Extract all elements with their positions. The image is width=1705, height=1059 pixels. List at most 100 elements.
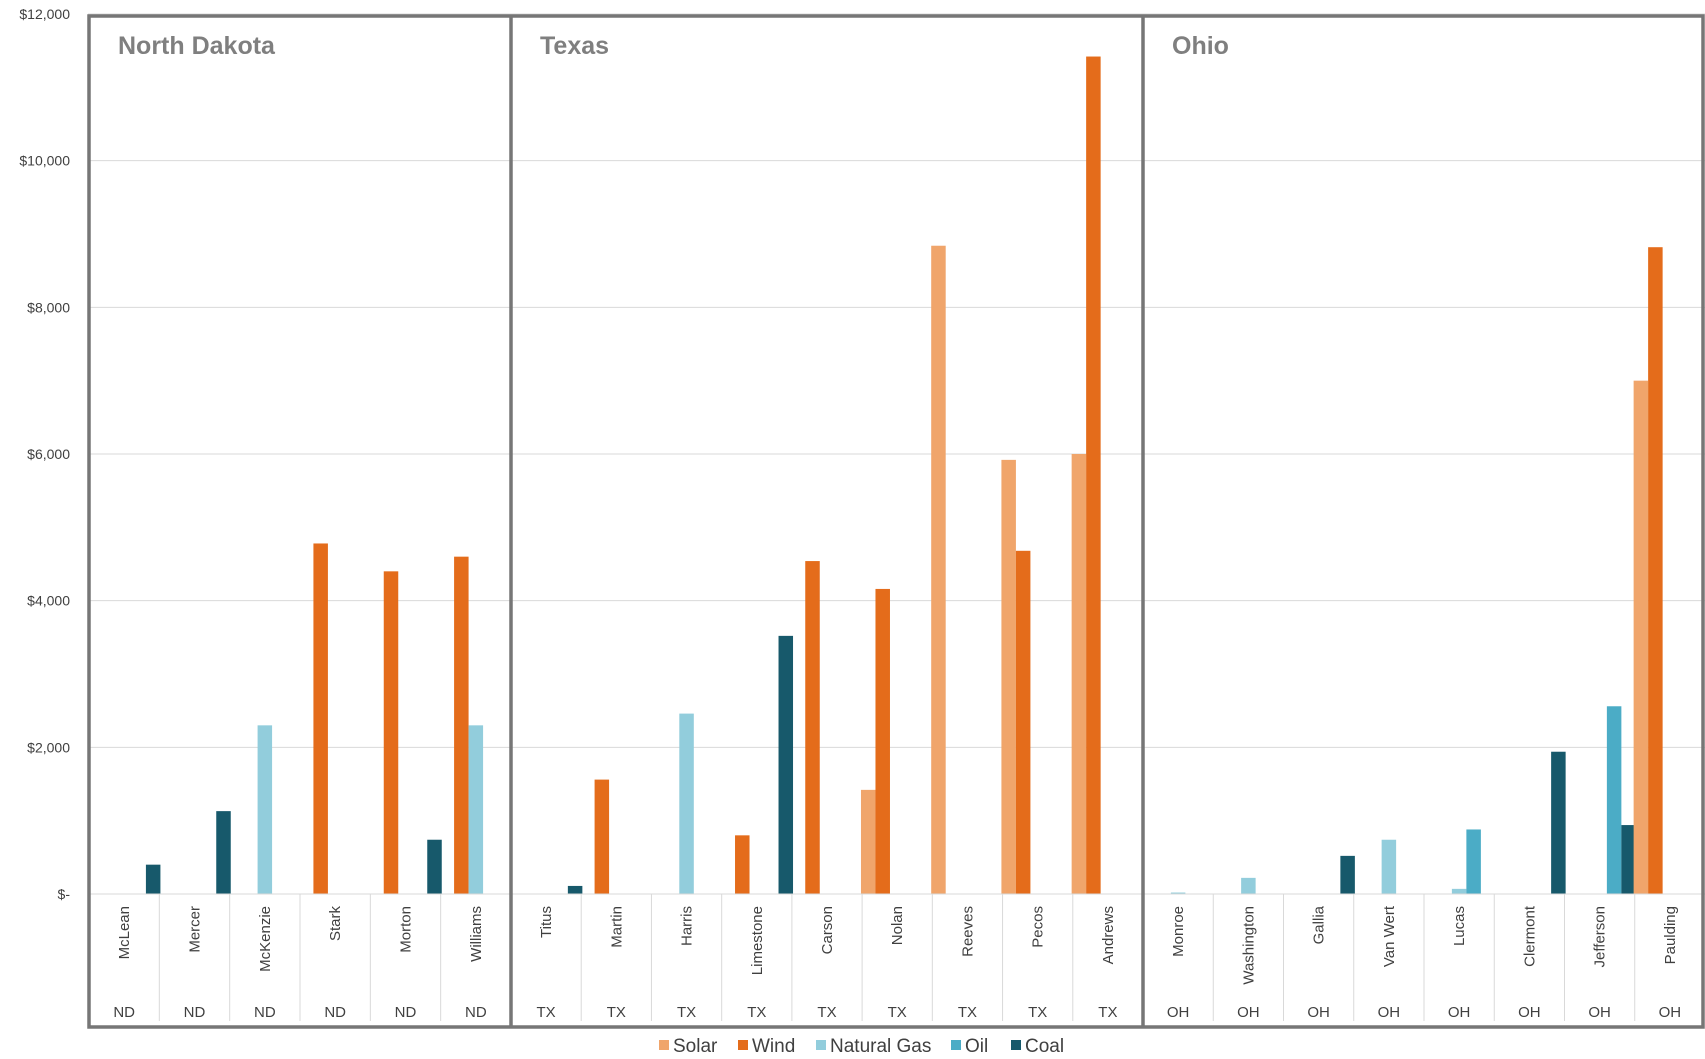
state-abbr-label: ND [254,1004,276,1021]
legend-item-natural-gas: Natural Gas [816,1036,931,1057]
panel-title: Texas [540,32,609,60]
county-group: Paulding OH [1633,247,1682,1021]
bar-natural-gas [468,725,484,894]
bar-solar [1071,454,1087,894]
bar-coal [145,864,161,894]
county-group: Morton ND [383,571,442,1021]
county-group: Monroe OH [1167,892,1190,1021]
county-label: Stark [327,906,344,942]
county-group: Stark ND [313,543,346,1021]
legend-label: Coal [1025,1036,1064,1057]
county-label: Nolan [889,906,906,945]
county-group: Nolan TX [860,588,907,1021]
county-label: Monroe [1170,906,1187,957]
county-label: Washington [1240,906,1257,985]
bar-wind [313,543,328,894]
county-group: Pecos TX [1001,459,1047,1021]
county-group: Reeves TX [931,245,977,1021]
county-group: Harris TX [677,713,696,1021]
bar-natural-gas [1170,892,1186,894]
y-tick-label: $4,000 [27,593,70,609]
bar-wind [454,556,469,894]
bar-wind [735,835,750,894]
legend-label: Wind [752,1036,795,1057]
state-abbr-label: TX [817,1004,836,1021]
bar-wind [383,571,399,894]
legend-item-oil: Oil [951,1036,988,1057]
county-label: Van Wert [1381,905,1398,967]
state-abbr-label: TX [1028,1004,1047,1021]
county-label: Harris [679,906,696,946]
county-group: Carson TX [805,561,837,1021]
county-label: Titus [538,906,555,938]
county-group: Andrews TX [1071,56,1117,1021]
county-label: Mercer [187,906,204,953]
county-group: Gallia OH [1307,855,1355,1021]
y-tick-label: $- [58,886,71,902]
county-group: McLean ND [113,864,161,1021]
county-label: McKenzie [257,906,274,972]
panels: McLean ND Mercer ND McKenzie ND Stark ND Morton N… [87,14,1705,1029]
state-abbr-label: OH [1448,1004,1471,1021]
bar-natural-gas [1451,888,1467,894]
gridlines [88,13,1705,748]
county-label: Williams [468,906,485,962]
county-group: Limestone TX [735,635,794,1021]
county-label: Gallia [1311,905,1328,944]
county-group: Van Wert OH [1378,839,1400,1021]
bar-wind [875,588,890,894]
county-label: Carson [819,906,836,954]
legend-label: Natural Gas [830,1036,931,1057]
y-tick-label: $6,000 [27,446,70,462]
bar-natural-gas [1241,877,1256,894]
county-group: Martin TX [594,779,626,1021]
county-label: Limestone [749,906,766,975]
bar-coal [216,811,231,894]
legend-swatch [1011,1040,1021,1050]
county-label: Lucas [1451,906,1468,946]
county-group: Clermont OH [1518,751,1566,1021]
legend-item-solar: Solar [659,1036,718,1057]
county-group: Williams ND [454,556,487,1021]
county-label: McLean [116,906,133,959]
bar-coal [427,839,442,894]
legend-swatch [816,1040,826,1050]
bar-wind [1648,247,1663,894]
legend-swatch [738,1040,748,1050]
y-axis: $- $2,000 $4,000 $6,000 $8,000 $10,000 $12,000 [19,6,70,902]
bar-solar [1001,459,1016,894]
panel-title: Ohio [1172,32,1229,60]
state-abbr-label: OH [1518,1004,1541,1021]
state-abbr-label: TX [958,1004,977,1021]
bar-coal [567,885,583,894]
panel-frame [87,14,1705,1029]
bar-coal [1621,825,1636,894]
county-label: Reeves [959,906,976,957]
bar-coal [1340,855,1355,894]
panel-title: North Dakota [118,32,276,60]
county-label: Morton [398,906,415,953]
county-label: Andrews [1100,906,1117,964]
state-abbr-label: OH [1237,1004,1260,1021]
panel-tx: TitusTXMartinTXHarrisTXLimestoneTXCarson… [511,32,1143,1021]
bar-wind [1086,56,1101,895]
state-abbr-label: ND [465,1004,487,1021]
state-abbr-label: TX [607,1004,626,1021]
y-tick-label: $10,000 [19,153,70,169]
state-abbr-label: ND [324,1004,346,1021]
bar-oil [1466,829,1481,894]
state-abbr-label: OH [1307,1004,1330,1021]
bar-solar [1633,380,1649,895]
state-abbr-label: ND [184,1004,206,1021]
county-group: Titus TX [537,885,583,1021]
y-tick-label: $2,000 [27,739,70,755]
state-abbr-label: OH [1167,1004,1190,1021]
legend-item-coal: Coal [1011,1036,1064,1057]
state-abbr-label: TX [1098,1004,1117,1021]
county-group: Mercer ND [184,811,231,1021]
state-abbr-label: OH [1659,1004,1682,1021]
county-label: Jefferson [1592,906,1609,967]
bar-natural-gas [257,725,273,894]
state-abbr-label: ND [113,1004,135,1021]
